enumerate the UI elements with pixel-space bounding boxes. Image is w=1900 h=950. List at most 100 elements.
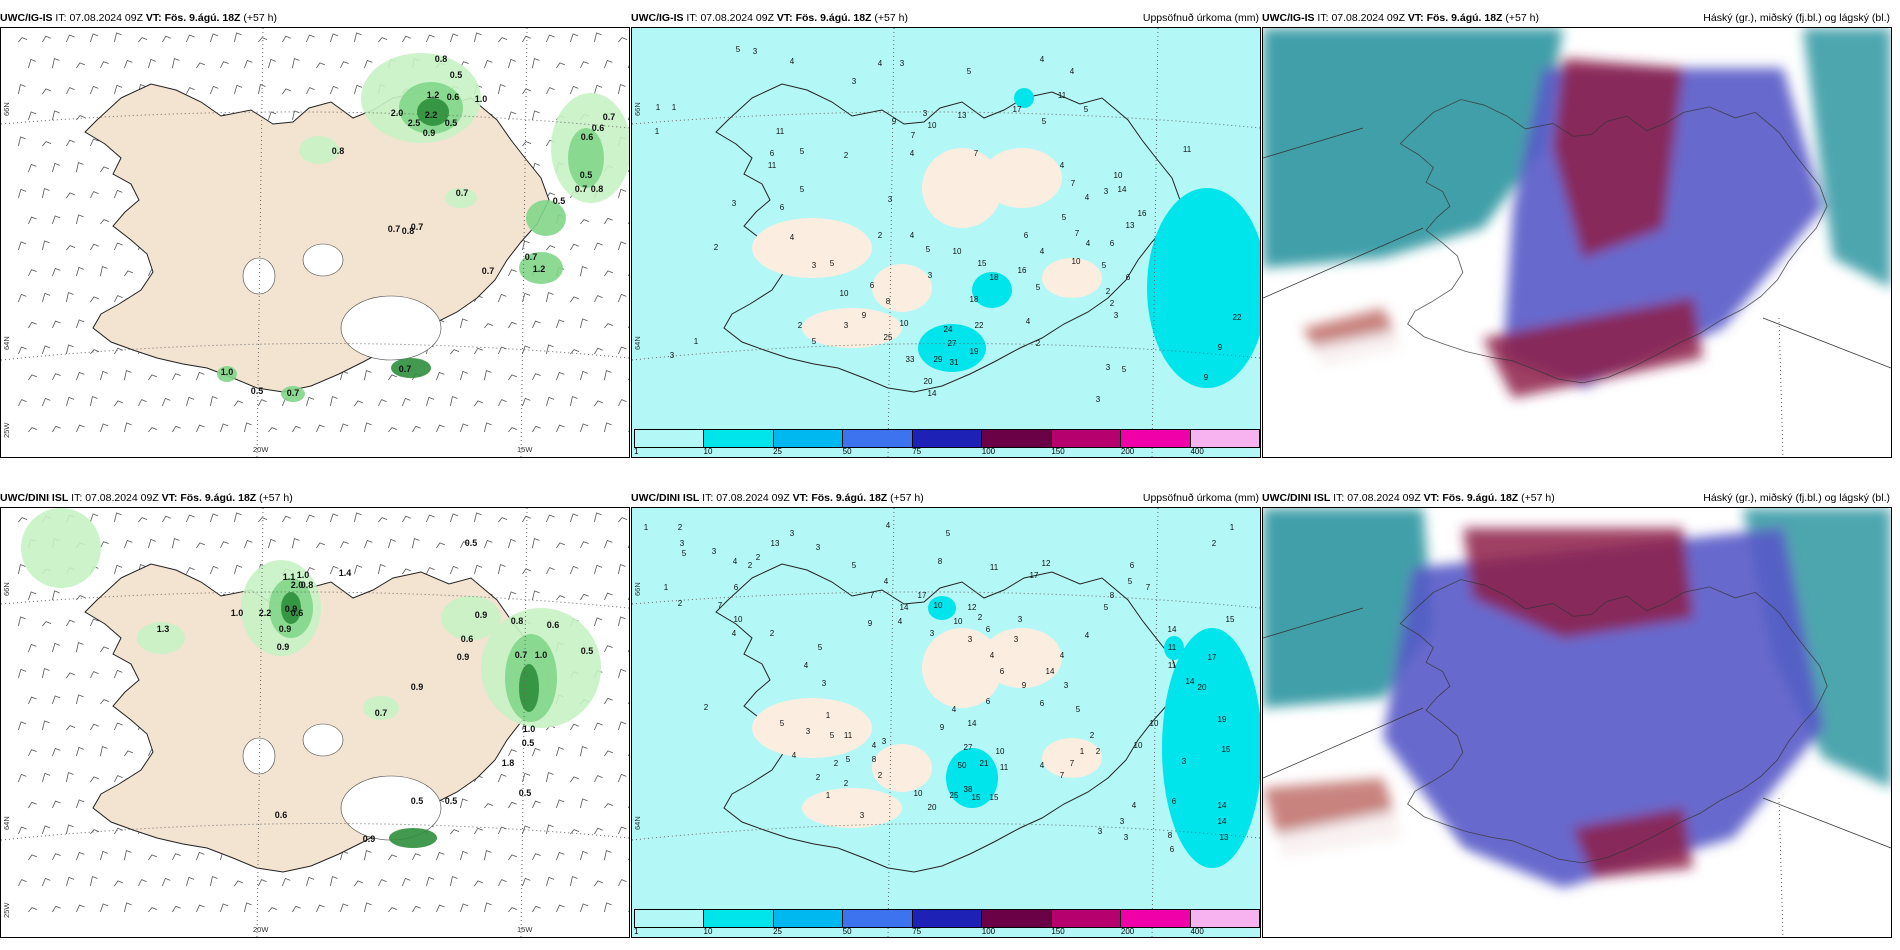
wind-barb-icon xyxy=(148,854,158,861)
wind-barb-icon xyxy=(51,590,60,601)
wind-barb-icon xyxy=(76,799,85,809)
wind-barb-icon xyxy=(483,849,492,861)
wind-barb-icon xyxy=(100,423,109,433)
precip-value-label: 3 xyxy=(680,539,685,548)
wind-value-label: 1.2 xyxy=(427,90,440,100)
wind-barb-icon xyxy=(114,189,123,199)
wind-barb-icon xyxy=(570,243,579,251)
precip-value-label: 2 xyxy=(844,779,849,788)
wind-barb-icon xyxy=(484,803,494,809)
wind-value-label: 0.6 xyxy=(447,92,460,102)
colorbar-label: 1 xyxy=(634,927,639,936)
wind-barb-icon xyxy=(282,877,291,887)
precip-value-label: 5 xyxy=(967,67,972,76)
wind-barb-icon xyxy=(28,427,38,433)
colorbar-label: 1 xyxy=(634,447,639,456)
colorbar-label: 150 xyxy=(1051,447,1065,456)
precip-value-label: 3 xyxy=(1014,635,1019,644)
precip-value-label: 5 xyxy=(812,337,817,346)
wind-barb-icon xyxy=(114,295,123,303)
precip-value-label: 10 xyxy=(1134,741,1143,750)
wind-barb-icon xyxy=(483,902,492,913)
wind-barb-icon xyxy=(258,399,267,407)
precip-value-label: 2 xyxy=(756,553,761,562)
precip-value-label: 4 xyxy=(1060,161,1065,170)
precip-value-label: 3 xyxy=(822,679,827,688)
panel-dini-cloud: UWC/DINI ISL IT: 07.08.2024 09Z VT: Fös.… xyxy=(1262,490,1892,938)
wind-barb-icon xyxy=(459,798,468,809)
grid-line xyxy=(1263,607,1364,639)
wind-barb-icon xyxy=(90,618,99,627)
wind-barb-icon xyxy=(18,37,28,43)
lat-line-64n xyxy=(632,343,1260,361)
precip-value-label: 7 xyxy=(718,601,723,610)
wind-barb-icon xyxy=(618,773,627,783)
wind-value-label: 2.2 xyxy=(259,608,272,618)
precip-value-label: 2 xyxy=(978,613,983,622)
wind-barb-icon xyxy=(306,567,315,575)
wind-barb-icon xyxy=(76,904,85,913)
mid-cloud xyxy=(1383,528,1823,888)
wind-barb-icon xyxy=(28,643,37,653)
it-label: IT: xyxy=(702,492,714,504)
wind-barb-icon xyxy=(618,293,627,303)
wind-barb-icon xyxy=(100,166,110,173)
wind-barb-icon xyxy=(508,269,517,277)
precip-value-label: 1 xyxy=(644,523,649,532)
wind-barb-icon xyxy=(603,369,612,381)
axis-label-lat66: 66N xyxy=(2,102,11,116)
wind-area xyxy=(21,508,101,588)
wind-barb-icon xyxy=(594,880,604,887)
dry-area xyxy=(1042,738,1102,778)
precip-value-label: 10 xyxy=(1072,257,1081,266)
precip-value-label: 5 xyxy=(780,719,785,728)
wind-barb-icon xyxy=(75,694,84,705)
model-name: UWC/DINI ISL xyxy=(1262,492,1331,504)
precip-value-label: 4 xyxy=(1070,67,1075,76)
wind-barb-icon xyxy=(604,645,613,653)
wind-barb-icon xyxy=(340,61,349,69)
precip-value-label: 5 xyxy=(852,561,857,570)
wind-barb-icon xyxy=(508,111,517,121)
precip-value-label: 3 xyxy=(1124,833,1129,842)
colorbar-swatch xyxy=(982,910,1052,927)
precip-value-label: 4 xyxy=(990,651,995,660)
precip-value-label: 7 xyxy=(974,149,979,158)
precip-value-label: 6 xyxy=(780,203,785,212)
wind-value-label: 2.2 xyxy=(425,110,438,120)
wind-barb-icon xyxy=(498,399,507,407)
precip-value-label: 9 xyxy=(892,117,897,126)
wind-barb-icon xyxy=(388,427,398,433)
wind-barb-icon xyxy=(449,875,458,887)
wind-barb-icon xyxy=(388,854,398,861)
low-cloud xyxy=(1463,528,1693,638)
wind-barb-icon xyxy=(604,323,614,329)
wind-barb-icon xyxy=(90,776,100,783)
precip-value-label: 13 xyxy=(1126,221,1135,230)
grid-line xyxy=(1263,707,1424,779)
wind-barb-icon xyxy=(460,541,469,549)
wind-barb-icon xyxy=(148,374,158,381)
precip-value-label: 22 xyxy=(1233,313,1242,322)
wind-barb-icon xyxy=(316,62,326,69)
wind-barb-icon xyxy=(546,245,556,251)
wind-barb-icon xyxy=(306,514,315,523)
wind-barb-icon xyxy=(556,319,565,329)
precip-value-label: 3 xyxy=(900,59,905,68)
precip-value-label: 2 xyxy=(770,629,775,638)
wind-barb-icon xyxy=(580,219,590,225)
precip-value-label: 5 xyxy=(1128,577,1133,586)
wind-barb-icon xyxy=(531,590,540,601)
precip-value-label: 1 xyxy=(672,103,677,112)
wind-barb-icon xyxy=(522,141,532,147)
precip-value-label: 11 xyxy=(768,161,777,170)
wind-barb-icon xyxy=(162,397,171,407)
precip-value-label: 5 xyxy=(1076,705,1081,714)
wind-area xyxy=(217,366,237,382)
wind-value-label: 0.9 xyxy=(457,652,470,662)
lat-line-66n xyxy=(1,591,629,609)
wind-barb-icon xyxy=(604,270,614,277)
wind-area xyxy=(389,828,437,848)
it-label: IT: xyxy=(686,12,698,24)
wind-barb-icon xyxy=(42,825,51,835)
